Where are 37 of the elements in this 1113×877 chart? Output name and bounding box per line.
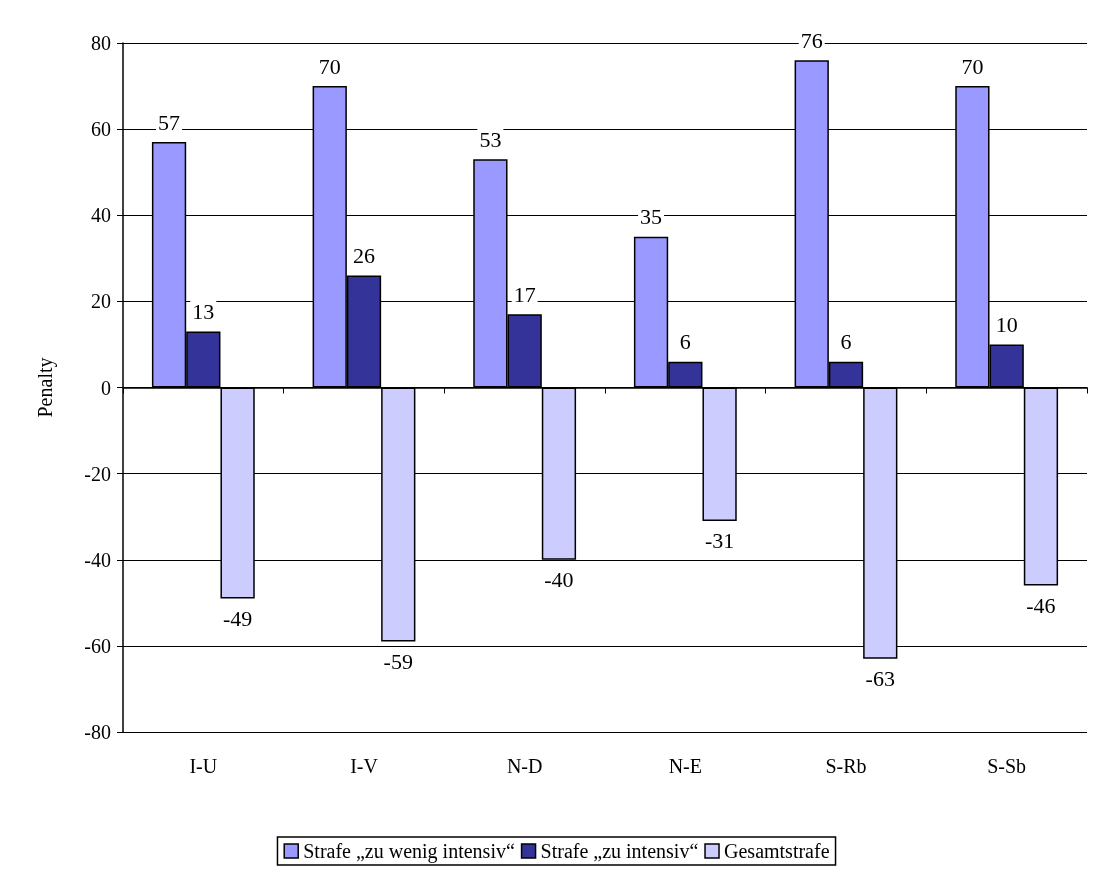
y-tick-label: -80	[84, 721, 111, 743]
data-label: -31	[704, 528, 735, 554]
data-label: 17	[513, 281, 536, 307]
data-label: -40	[544, 567, 574, 593]
data-label: -59	[383, 649, 413, 675]
y-tick-label: -40	[84, 548, 111, 571]
y-tick-label: -20	[84, 462, 111, 485]
data-label: 70	[318, 53, 341, 79]
data-label: 53	[479, 126, 502, 152]
y-tick-label: 20	[91, 290, 111, 313]
x-tick-label: S-Rb	[825, 755, 867, 777]
data-label: 6	[840, 329, 852, 355]
x-tick-label: N-D	[506, 755, 543, 777]
y-tick-label: -60	[84, 634, 111, 657]
y-tick-label: 40	[91, 204, 111, 227]
data-label: -49	[222, 606, 253, 632]
legend-label: Strafe „zu wenig intensiv“	[303, 840, 515, 863]
data-label: 57	[158, 109, 181, 135]
y-tick-label: 60	[91, 118, 111, 141]
data-label: 6	[679, 329, 691, 355]
data-label: 76	[800, 27, 823, 53]
y-tick-label: 0	[101, 376, 111, 399]
x-tick-label: I-V	[350, 755, 379, 777]
data-label: 13	[192, 299, 215, 325]
data-label: 70	[961, 53, 984, 79]
data-label: 10	[995, 311, 1018, 337]
data-label: -63	[865, 666, 895, 692]
y-axis-title: Penalty	[34, 357, 57, 418]
y-tick-label: 80	[91, 32, 111, 54]
data-label: 26	[353, 243, 375, 269]
data-label: -46	[1026, 593, 1056, 619]
legend-label: Strafe „zu intensiv“	[540, 840, 699, 862]
x-tick-label: I-U	[189, 755, 218, 777]
x-tick-label: S-Sb	[987, 755, 1027, 777]
legend-label: Gesamtstrafe	[724, 840, 830, 862]
x-tick-label: N-E	[668, 755, 702, 777]
data-label: 35	[640, 204, 663, 230]
